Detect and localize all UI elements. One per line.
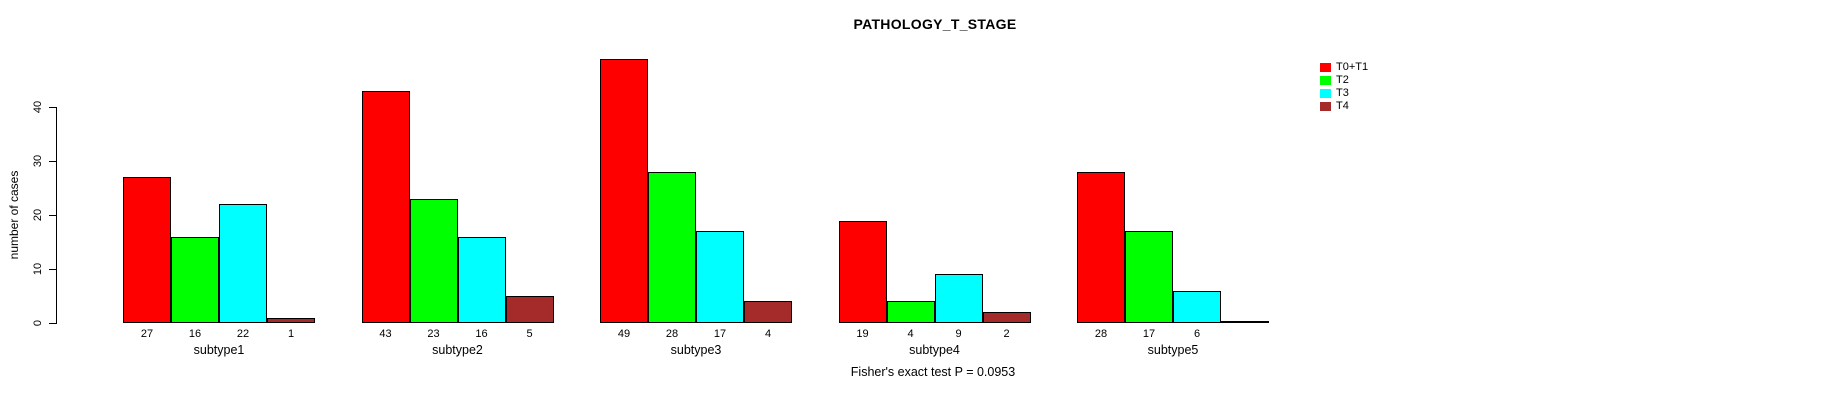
legend-swatch-icon <box>1320 102 1331 111</box>
bar-subtype5-T0+T1 <box>1077 172 1125 323</box>
legend-item: T4 <box>1320 100 1368 113</box>
bar-subtype3-T3 <box>696 231 744 323</box>
category-label: subtype4 <box>909 343 960 357</box>
legend-swatch-icon <box>1320 89 1331 98</box>
bar-value-label: 4 <box>764 328 772 340</box>
bar-subtype5-T2 <box>1125 231 1173 323</box>
y-axis-line <box>56 107 57 324</box>
bar-value-label: 6 <box>1193 328 1201 340</box>
bar-subtype2-T0+T1 <box>361 91 410 323</box>
legend-label: T4 <box>1336 100 1349 112</box>
bar-value-label: 22 <box>236 328 250 340</box>
legend-label: T0+T1 <box>1336 61 1369 73</box>
y-tick-label: 30 <box>32 155 44 168</box>
category-label: subtype3 <box>670 343 722 357</box>
bar-value-label: 28 <box>665 328 679 340</box>
bar-subtype1-T2 <box>171 237 219 323</box>
category-label: subtype5 <box>1147 343 1199 357</box>
bar-value-label: 17 <box>1142 328 1156 340</box>
bar-subtype4-T2 <box>886 301 935 323</box>
bar-value-label: 9 <box>955 328 962 340</box>
bar-subtype4-T3 <box>934 274 983 323</box>
bar-subtype5-T4 <box>1221 321 1269 323</box>
legend-item: T2 <box>1320 74 1368 87</box>
bar-value-label: 19 <box>856 328 869 340</box>
bar-value-label: 5 <box>526 328 533 340</box>
bar-value-label: 23 <box>427 328 440 340</box>
category-label: subtype1 <box>193 343 245 357</box>
y-axis-tick <box>49 107 56 109</box>
bar-subtype3-T4 <box>744 301 792 323</box>
bar-subtype4-T4 <box>982 312 1031 323</box>
legend-label: T2 <box>1336 74 1349 86</box>
bar-value-label: 43 <box>379 328 392 340</box>
bar-value-label: 28 <box>1094 328 1108 340</box>
legend-swatch-icon <box>1320 63 1331 72</box>
y-axis-label: number of cases <box>7 170 21 260</box>
bar-subtype3-T0+T1 <box>600 59 648 323</box>
bar-value-label: 2 <box>1003 328 1010 340</box>
bar-subtype2-T2 <box>409 199 458 323</box>
fisher-test-note: Fisher's exact test P = 0.0953 <box>850 365 1016 379</box>
bar-value-label: 4 <box>907 328 914 340</box>
legend-swatch-icon <box>1320 76 1331 85</box>
legend: T0+T1 T2 T3 T4 <box>1320 61 1368 113</box>
bar-subtype2-T3 <box>457 237 506 323</box>
bar-value-label: 16 <box>475 328 488 340</box>
bar-subtype2-T4 <box>505 296 554 323</box>
category-label: subtype2 <box>432 343 483 357</box>
bar-subtype1-T4 <box>267 318 315 323</box>
y-tick-label: 10 <box>32 262 44 276</box>
bar-value-label: 27 <box>140 328 154 340</box>
y-axis-tick <box>49 215 56 217</box>
y-tick-label: 0 <box>32 319 44 327</box>
bar-subtype1-T3 <box>219 204 267 323</box>
y-tick-label: 40 <box>32 101 44 114</box>
legend-label: T3 <box>1336 87 1349 99</box>
y-axis-tick <box>49 323 56 324</box>
bar-subtype5-T3 <box>1173 291 1221 323</box>
y-tick-label: 20 <box>32 209 44 222</box>
bar-subtype4-T0+T1 <box>838 221 887 323</box>
bar-subtype1-T0+T1 <box>123 177 171 323</box>
y-axis-tick <box>49 161 56 163</box>
y-axis-tick <box>49 269 56 271</box>
chart-title: PATHOLOGY_T_STAGE <box>853 16 1017 32</box>
bar-subtype3-T2 <box>648 172 696 323</box>
bar-value-label: 49 <box>617 328 631 340</box>
legend-item: T0+T1 <box>1320 61 1368 74</box>
bar-value-label: 1 <box>287 328 295 340</box>
bar-value-label: 16 <box>188 328 202 340</box>
bar-value-label: 17 <box>713 328 727 340</box>
legend-item: T3 <box>1320 87 1368 100</box>
